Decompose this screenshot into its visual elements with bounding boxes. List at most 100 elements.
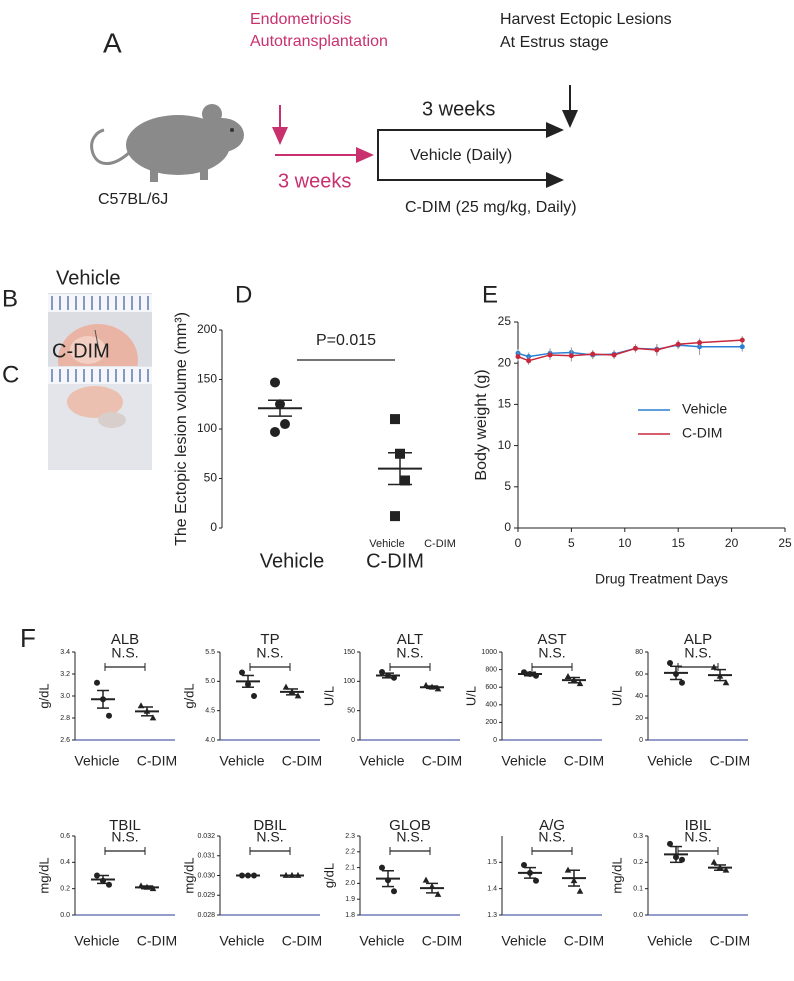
x-tick-label: Vehicle xyxy=(647,753,692,769)
data-point xyxy=(390,511,400,522)
x-tick-label: C-DIM xyxy=(282,933,322,949)
y-tick-label: 2.6 xyxy=(60,737,70,744)
period-label: 3 weeks xyxy=(278,170,351,192)
y-tick-label: 100 xyxy=(343,678,355,685)
y-tick-label: 25 xyxy=(498,314,512,328)
data-point xyxy=(94,679,100,686)
y-tick-label: 0 xyxy=(493,737,497,744)
strain-label: C57BL/6J xyxy=(98,191,168,208)
y-tick-label: 0 xyxy=(210,520,217,534)
x-tick-label: 25 xyxy=(778,536,792,550)
y-tick-label: 10 xyxy=(498,438,512,452)
annotation: N.S. xyxy=(111,829,138,845)
y-tick-label: 5.0 xyxy=(205,678,215,685)
y-tick-label: 1.4 xyxy=(487,886,497,893)
x-tick-label: Vehicle xyxy=(219,933,264,949)
y-axis-label: mg/dL xyxy=(609,857,624,893)
chart-title: AST xyxy=(537,631,566,648)
arm-label: Vehicle (Daily) xyxy=(410,147,512,164)
photo xyxy=(48,366,152,470)
x-tick-label: C-DIM xyxy=(282,753,322,769)
harvest-label: At Estrus stage xyxy=(500,34,609,51)
x-tick-label: C-DIM xyxy=(422,753,462,769)
data-point xyxy=(667,840,673,847)
x-axis-label: Drug Treatment Days xyxy=(595,571,728,587)
y-axis-label: The Ectopic lesion volume (mm³) xyxy=(173,312,190,546)
y-tick-label: 0.028 xyxy=(197,912,215,919)
x-tick-label: Vehicle xyxy=(74,933,119,949)
y-tick-label: 3.2 xyxy=(60,671,70,678)
mouse-icon xyxy=(90,104,244,182)
y-tick-label: 20 xyxy=(498,355,512,369)
photo-title: C-DIM xyxy=(52,340,110,362)
data-point xyxy=(400,475,410,486)
procedure-label: Endometriosis xyxy=(250,11,351,28)
data-point xyxy=(632,345,638,351)
data-point xyxy=(390,414,400,425)
y-tick-label: 1.8 xyxy=(345,912,355,919)
data-point xyxy=(282,683,290,690)
chart-title: ALP xyxy=(684,631,712,648)
y-tick-label: 800 xyxy=(485,666,497,673)
y-tick-label: 2.8 xyxy=(60,715,70,722)
y-axis-label: U/L xyxy=(463,686,478,706)
data-point xyxy=(280,419,290,430)
y-tick-label: 5 xyxy=(504,479,511,493)
panel-label: E xyxy=(482,281,498,308)
annotation: N.S. xyxy=(256,645,283,661)
data-point xyxy=(434,890,442,897)
y-tick-label: 600 xyxy=(485,684,497,691)
y-tick-label: 40 xyxy=(635,693,643,700)
x-tick-label: 15 xyxy=(672,536,686,550)
data-point xyxy=(667,660,673,666)
y-axis-label: U/L xyxy=(609,686,624,706)
y-tick-label: 2.0 xyxy=(345,880,355,887)
y-axis-label: g/dL xyxy=(36,683,51,708)
group-label: Vehicle xyxy=(260,550,325,572)
data-point xyxy=(270,377,280,388)
y-tick-label: 0.0 xyxy=(60,912,70,919)
group-label: C-DIM xyxy=(366,550,424,572)
data-point xyxy=(533,877,539,884)
annotation: N.S. xyxy=(396,829,423,845)
y-tick-label: 5.5 xyxy=(205,649,215,656)
chart-title: ALT xyxy=(397,631,423,648)
chart-title: DBIL xyxy=(253,817,286,834)
arm-label: C-DIM (25 mg/kg, Daily) xyxy=(405,199,577,216)
y-tick-label: 3.4 xyxy=(60,649,70,656)
data-point xyxy=(568,353,574,359)
data-point xyxy=(515,354,521,360)
y-tick-label: 0 xyxy=(351,737,355,744)
x-tick-label: Vehicle xyxy=(359,753,404,769)
data-point xyxy=(722,679,730,686)
y-tick-label: 4.0 xyxy=(205,737,215,744)
period-label: 3 weeks xyxy=(422,98,495,120)
data-point xyxy=(590,351,596,357)
y-tick-label: 0.4 xyxy=(60,859,70,866)
chart-title: IBIL xyxy=(685,817,712,834)
y-tick-label: 60 xyxy=(635,671,643,678)
y-tick-label: 2.3 xyxy=(345,833,355,840)
y-tick-label: 0.2 xyxy=(60,886,70,893)
y-tick-label: 15 xyxy=(498,397,512,411)
chart-title: TBIL xyxy=(109,817,141,834)
data-point xyxy=(710,858,718,865)
y-axis-label: mg/dL xyxy=(36,857,51,893)
y-tick-label: 1000 xyxy=(481,649,497,656)
data-point xyxy=(379,668,385,675)
y-tick-label: 0.0 xyxy=(633,912,643,919)
data-point xyxy=(547,352,553,358)
procedure-label: Autotransplantation xyxy=(250,33,388,50)
y-tick-label: 50 xyxy=(347,708,355,715)
data-point xyxy=(106,712,112,719)
x-tick-label: 10 xyxy=(618,536,632,550)
x-tick-label: Vehicle xyxy=(359,933,404,949)
y-tick-label: 0.032 xyxy=(197,833,215,840)
y-axis-label: Body weight (g) xyxy=(473,369,490,480)
data-point xyxy=(422,876,430,883)
x-tick-label: C-DIM xyxy=(710,753,750,769)
data-point xyxy=(391,888,397,895)
x-tick-label: Vehicle xyxy=(74,753,119,769)
y-tick-label: 200 xyxy=(485,719,497,726)
